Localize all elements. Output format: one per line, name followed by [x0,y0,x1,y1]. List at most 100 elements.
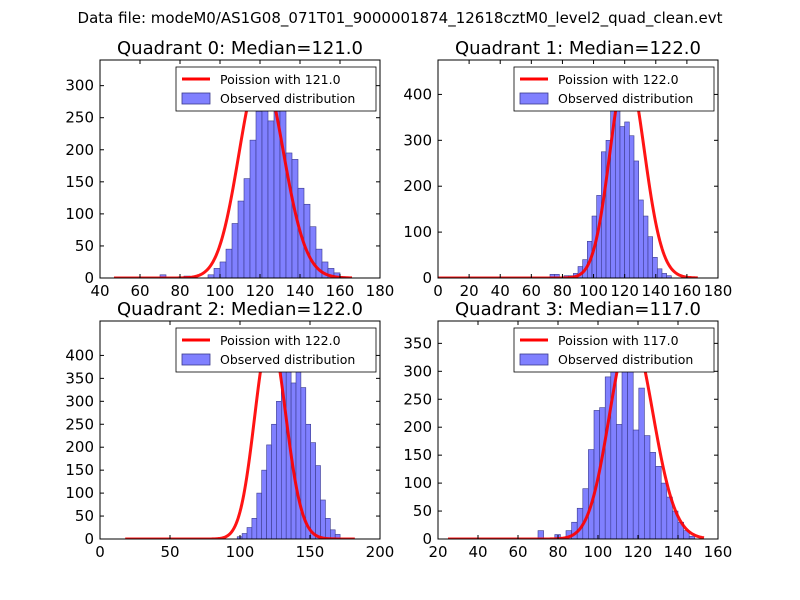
x-tick-label: 60 [130,282,149,300]
histogram-bar [225,248,233,278]
histogram-bar [256,492,262,539]
y-tick-label: 0 [84,530,94,548]
panel-title: Quadrant 3: Median=117.0 [455,299,701,320]
histogram-bar [159,274,167,278]
panel-title: Quadrant 0: Median=121.0 [117,38,363,59]
histogram-bar [309,226,317,278]
histogram-bar [638,387,645,539]
histogram-bar [310,442,316,539]
y-tick-label: 150 [65,461,94,479]
x-tick-label: 80 [170,282,189,300]
histogram-bar [279,82,287,278]
panel-quadrant-0: 40 60 80 100 120 140 160 180 0 50 100 150 200 250 300 Q… [65,38,394,300]
histogram-bar [241,533,248,539]
y-tick-label: 0 [422,530,432,548]
histogram-bar [624,121,630,278]
histogram-bar [657,268,663,278]
panel-title: Quadrant 1: Median=122.0 [455,38,701,59]
histogram-bar [243,178,251,278]
y-tick-label: 0 [84,269,94,287]
histogram-bar [213,268,221,278]
x-tick-label: 40 [491,282,510,300]
x-tick-label: 200 [366,543,395,561]
legend-bar-swatch [181,92,211,105]
x-tick-label: 140 [664,543,693,561]
histogram-bar [237,200,245,278]
x-tick-label: 180 [704,282,733,300]
histogram-bar [629,135,635,278]
y-tick-label: 100 [403,223,432,241]
legend-label-poisson: Poission with 122.0 [220,333,341,348]
histogram-bar [251,518,258,539]
x-tick-label: 40 [90,282,109,300]
legend: Poission with 117.0 Observed distribution [513,327,715,373]
legend-label-observed: Observed distribution [558,91,693,106]
x-tick-label: 100 [206,282,235,300]
x-tick-label: 0 [95,543,105,561]
x-tick-label: 60 [522,282,541,300]
x-tick-label: 100 [584,543,613,561]
y-tick-label: 150 [65,173,94,191]
y-tick-label: 150 [403,446,432,464]
histogram-bar [649,452,656,539]
histogram-bar [619,126,625,278]
panel-title: Quadrant 2: Median=122.0 [117,299,363,320]
histogram-bar [261,91,269,278]
histogram-bar [219,261,227,278]
histogram-bar [325,518,331,539]
y-tick-label: 100 [403,474,432,492]
y-tick-label: 300 [65,77,94,95]
histogram-bar [315,248,323,278]
y-tick-label: 300 [65,392,94,410]
histogram-bar [688,535,696,539]
legend-label-observed: Observed distribution [558,352,693,367]
histogram-bar [303,203,311,278]
legend-label-poisson: Poission with 122.0 [558,72,679,87]
histogram-bar [267,120,275,278]
histogram-bar [632,429,640,539]
poisson-curve [125,333,355,539]
histogram-bar [644,435,651,539]
legend-label-poisson: Poission with 117.0 [558,333,679,348]
histogram-bar [638,199,644,278]
histogram-bar [231,223,239,278]
histogram-bar [652,257,658,278]
y-tick-label: 100 [65,205,94,223]
y-tick-label: 250 [65,415,94,433]
x-tick-label: 150 [296,543,325,561]
histogram-bar [604,376,612,539]
histogram-bar [315,465,321,539]
x-tick-label: 80 [553,282,572,300]
x-tick-label: 140 [286,282,315,300]
y-tick-label: 400 [65,346,94,364]
histogram-bar [320,499,326,539]
axes-frame [437,59,719,279]
histogram-bar [616,424,623,539]
legend-label-observed: Observed distribution [220,91,355,106]
histogram-bar [246,527,253,539]
y-tick-label: 200 [403,418,432,436]
x-tick-label: 180 [366,282,395,300]
x-tick-label: 20 [460,282,479,300]
y-tick-label: 350 [403,334,432,352]
axes-frame [437,320,719,540]
y-tick-label: 200 [65,438,94,456]
histogram-bar [621,359,628,539]
x-tick-label: 100 [226,543,255,561]
histogram-bar [660,482,668,539]
x-tick-label: 40 [468,543,487,561]
legend: Poission with 122.0 Observed distribution [175,327,377,373]
y-tick-label: 200 [65,141,94,159]
x-tick-label: 120 [610,282,639,300]
x-tick-label: 160 [326,282,355,300]
x-tick-label: 160 [673,282,702,300]
histogram-bar [647,236,653,278]
legend-label-poisson: Poission with 121.0 [220,72,341,87]
histogram-bar [661,273,667,278]
legend-bar-swatch [519,92,549,105]
poisson-curve [448,330,705,539]
histogram-bar [627,348,634,539]
x-tick-label: 120 [624,543,653,561]
y-tick-label: 250 [403,390,432,408]
